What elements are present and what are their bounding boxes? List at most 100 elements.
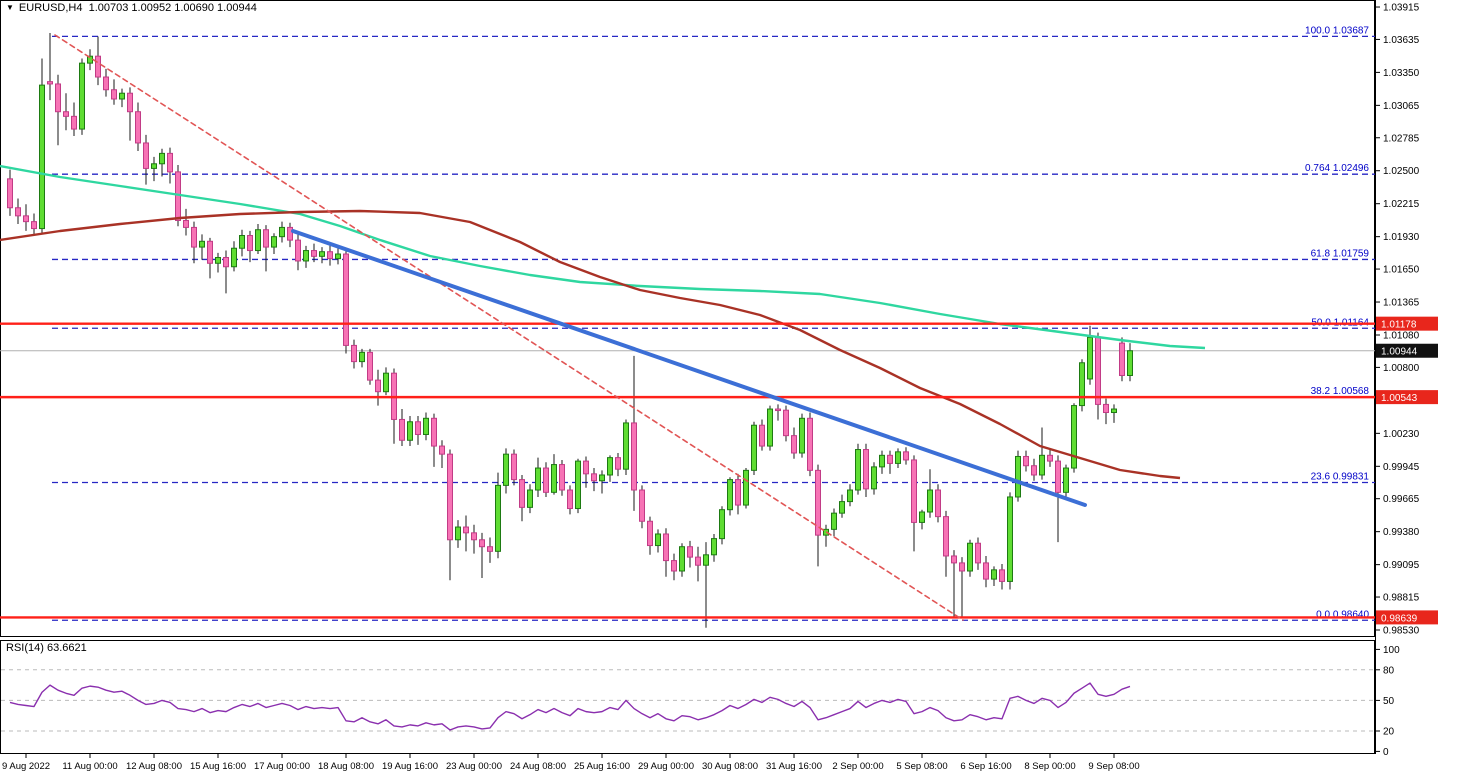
candle <box>1055 455 1061 543</box>
candle <box>775 404 781 421</box>
price-axis-tick: 1.01650 <box>1383 265 1420 276</box>
candle <box>31 213 37 235</box>
candle <box>631 355 637 511</box>
main-chart-panel[interactable] <box>0 0 1375 637</box>
candle <box>1103 398 1109 425</box>
time-axis-label: 25 Aug 16:00 <box>574 761 630 772</box>
candle <box>79 58 85 135</box>
candle <box>1127 343 1133 382</box>
candle <box>311 243 317 263</box>
candle <box>887 450 893 474</box>
candle <box>287 222 293 248</box>
candle <box>863 443 869 497</box>
svg-text:0.98639: 0.98639 <box>1381 613 1418 624</box>
candle <box>423 412 429 441</box>
fib-level-label: 38.2 1.00568 <box>1311 386 1370 397</box>
candle <box>615 453 621 477</box>
candle <box>919 509 925 530</box>
candle <box>455 520 461 548</box>
candle <box>103 68 109 97</box>
candle <box>143 134 149 185</box>
candle <box>359 348 365 368</box>
rsi-axis-tick: 20 <box>1383 727 1395 738</box>
candle <box>159 148 165 177</box>
rsi-line <box>9 682 1131 731</box>
price-axis-tick: 0.99095 <box>1383 560 1420 571</box>
time-axis-label: 18 Aug 08:00 <box>318 761 374 772</box>
candle <box>815 464 821 567</box>
price-axis-tick: 0.99945 <box>1383 462 1420 473</box>
candle <box>1007 492 1013 590</box>
time-axis-label: 15 Aug 16:00 <box>190 761 246 772</box>
time-axis-label: 5 Sep 08:00 <box>896 761 947 772</box>
candle <box>687 540 693 568</box>
price-axis-tick: 0.99380 <box>1383 527 1420 538</box>
candle <box>927 469 933 518</box>
candle <box>559 459 565 496</box>
price-axis-tick: 1.03065 <box>1383 101 1420 112</box>
candle <box>375 369 381 406</box>
candle <box>591 468 597 492</box>
rsi-panel[interactable] <box>0 640 1375 754</box>
candle <box>431 413 437 467</box>
candle <box>111 79 117 105</box>
candle <box>695 546 701 582</box>
candle <box>463 515 469 552</box>
candle <box>759 419 765 451</box>
candle <box>831 508 837 537</box>
rsi-axis-tick: 80 <box>1383 665 1395 676</box>
candle <box>191 221 197 264</box>
chart-title: ▼ EURUSD,H4 1.00703 1.00952 1.00690 1.009… <box>6 2 257 14</box>
fib-level-label: 100.0 1.03687 <box>1305 25 1369 36</box>
candle <box>983 555 989 588</box>
candle <box>1031 458 1037 481</box>
price-axis-tick: 0.99665 <box>1383 494 1420 505</box>
candle <box>607 455 613 482</box>
price-axis-tick: 1.02500 <box>1383 166 1420 177</box>
price-axis-tick: 1.03915 <box>1383 3 1420 14</box>
candle <box>479 532 485 578</box>
candle <box>807 412 813 477</box>
candle <box>71 102 77 137</box>
ma-teal-ma[interactable] <box>0 164 1206 350</box>
candle <box>351 339 357 369</box>
candle <box>727 477 733 516</box>
candle <box>647 516 653 555</box>
candle <box>935 484 941 523</box>
chart-title-text: EURUSD,H4 1.00703 1.00952 1.00690 1.0094… <box>18 2 257 14</box>
price-axis-tick: 1.00800 <box>1383 363 1420 374</box>
candle <box>335 248 341 265</box>
candle <box>319 247 325 264</box>
ma-darkred-ma[interactable] <box>0 209 1181 480</box>
candle <box>719 506 725 545</box>
candle <box>263 225 269 272</box>
candle <box>199 234 205 260</box>
rsi-axis-tick: 0 <box>1383 747 1389 758</box>
time-axis-label: 31 Aug 16:00 <box>766 761 822 772</box>
candle <box>1047 449 1053 467</box>
descending-dashed-line[interactable] <box>54 34 964 621</box>
candle <box>575 458 581 514</box>
candle <box>135 102 141 152</box>
candle <box>127 87 133 141</box>
candle <box>799 413 805 458</box>
candle <box>415 415 421 445</box>
price-axis-tick: 1.02785 <box>1383 133 1420 144</box>
blue-trendline[interactable] <box>291 229 1087 507</box>
candle <box>751 421 757 475</box>
candle <box>895 448 901 469</box>
time-axis-label: 17 Aug 00:00 <box>254 761 310 772</box>
candle <box>471 524 477 554</box>
candle <box>551 454 557 495</box>
fib-level-label: 0.0 0.98640 <box>1316 609 1369 620</box>
candle <box>855 443 861 495</box>
candle <box>791 427 797 459</box>
time-axis-label: 12 Aug 08:00 <box>126 761 182 772</box>
candle <box>679 543 685 577</box>
time-axis-label: 9 Aug 2022 <box>2 761 50 772</box>
candle <box>943 510 949 577</box>
price-badge: 0.98639 <box>1376 610 1438 625</box>
candle <box>215 252 221 273</box>
